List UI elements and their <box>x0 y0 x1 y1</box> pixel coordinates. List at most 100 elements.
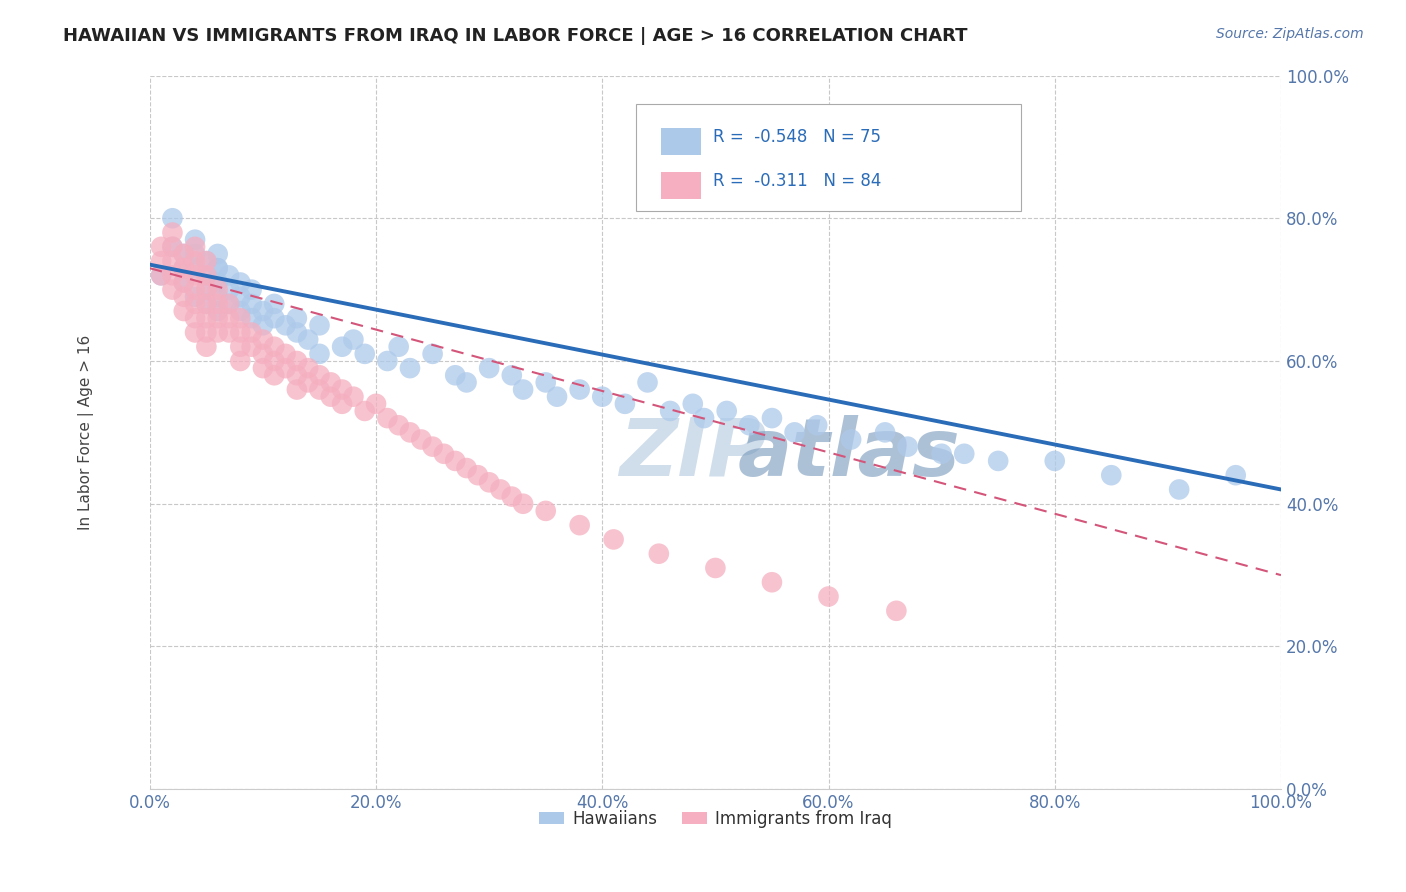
Point <box>195 326 218 340</box>
Point <box>716 404 738 418</box>
Point <box>330 397 353 411</box>
Point <box>568 383 591 397</box>
Point <box>195 283 218 297</box>
Point <box>648 547 671 561</box>
Point <box>162 283 184 297</box>
FancyBboxPatch shape <box>661 171 700 199</box>
Point <box>422 347 444 361</box>
Point <box>377 354 399 368</box>
Point <box>162 240 184 254</box>
Point <box>207 290 229 304</box>
Point <box>422 440 444 454</box>
Point <box>342 333 364 347</box>
Point <box>162 240 184 254</box>
Point <box>229 340 252 354</box>
Point <box>501 490 523 504</box>
Point <box>184 261 207 276</box>
Point <box>184 311 207 326</box>
Point <box>207 261 229 276</box>
Point <box>319 390 342 404</box>
Point <box>319 376 342 390</box>
Point <box>184 240 207 254</box>
Point <box>388 418 411 433</box>
Point <box>931 447 953 461</box>
Point <box>353 404 375 418</box>
Point <box>240 297 263 311</box>
Point <box>184 326 207 340</box>
Point <box>308 368 330 383</box>
Point <box>150 254 173 268</box>
Point <box>353 347 375 361</box>
Point <box>162 254 184 268</box>
Point <box>342 390 364 404</box>
Point <box>173 247 195 261</box>
Point <box>229 290 252 304</box>
Point <box>240 283 263 297</box>
Point <box>377 411 399 425</box>
Point <box>886 604 908 618</box>
Point <box>478 361 501 376</box>
Point <box>240 340 263 354</box>
Point <box>512 497 534 511</box>
Point <box>195 254 218 268</box>
Point <box>184 297 207 311</box>
Point <box>240 326 263 340</box>
Point <box>252 318 274 333</box>
Point <box>173 247 195 261</box>
Point <box>364 397 387 411</box>
Point <box>1043 454 1066 468</box>
Y-axis label: In Labor Force | Age > 16: In Labor Force | Age > 16 <box>79 334 94 530</box>
Point <box>229 304 252 318</box>
Point <box>546 390 568 404</box>
Point <box>252 347 274 361</box>
Point <box>682 397 704 411</box>
Point <box>568 518 591 533</box>
Point <box>229 311 252 326</box>
Point <box>308 318 330 333</box>
Point <box>162 268 184 283</box>
Point <box>184 290 207 304</box>
Point <box>207 326 229 340</box>
Point <box>839 433 862 447</box>
Point <box>162 226 184 240</box>
Point <box>659 404 682 418</box>
Point <box>195 311 218 326</box>
Point <box>252 333 274 347</box>
Point <box>534 504 557 518</box>
Point <box>274 318 297 333</box>
Point <box>252 361 274 376</box>
Point <box>399 425 422 440</box>
Text: Source: ZipAtlas.com: Source: ZipAtlas.com <box>1216 27 1364 41</box>
Point <box>184 283 207 297</box>
Point <box>173 290 195 304</box>
Point <box>285 368 308 383</box>
Point <box>873 425 896 440</box>
Point <box>207 247 229 261</box>
Point <box>591 390 613 404</box>
Point <box>456 461 478 475</box>
Point <box>489 483 512 497</box>
Point <box>817 590 839 604</box>
Point <box>297 333 319 347</box>
Point <box>783 425 806 440</box>
Point <box>602 533 624 547</box>
Point <box>330 340 353 354</box>
Point <box>1168 483 1191 497</box>
Text: ZIP: ZIP <box>619 415 766 492</box>
Text: HAWAIIAN VS IMMIGRANTS FROM IRAQ IN LABOR FORCE | AGE > 16 CORRELATION CHART: HAWAIIAN VS IMMIGRANTS FROM IRAQ IN LABO… <box>63 27 967 45</box>
Point <box>218 326 240 340</box>
Point <box>297 376 319 390</box>
Point <box>897 440 920 454</box>
FancyBboxPatch shape <box>636 104 1021 211</box>
Point <box>195 254 218 268</box>
Point <box>184 247 207 261</box>
Point <box>285 354 308 368</box>
Point <box>953 447 976 461</box>
Point <box>150 268 173 283</box>
Point <box>285 383 308 397</box>
Point <box>330 383 353 397</box>
Point <box>263 311 285 326</box>
Point <box>195 297 218 311</box>
Point <box>285 326 308 340</box>
Point <box>478 475 501 490</box>
